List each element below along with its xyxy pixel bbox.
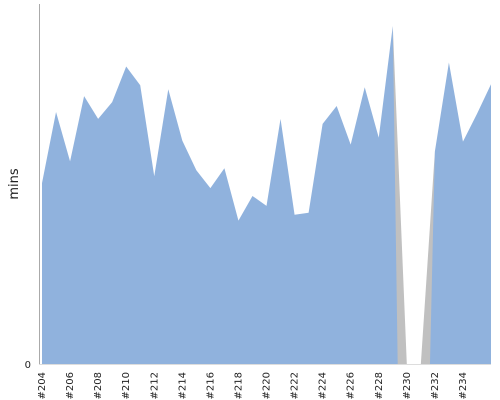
x-tick-label: #220: [262, 372, 273, 399]
x-tick-label: #228: [374, 372, 385, 399]
success-builds-area-0: [42, 25, 398, 365]
x-tick-label: #230: [402, 372, 413, 399]
x-tick-label: #218: [233, 372, 244, 399]
x-tick-label: #232: [430, 372, 441, 399]
x-tick-label: #226: [346, 372, 357, 399]
x-tick-label: #212: [149, 372, 160, 399]
y-axis-title: mins: [7, 168, 22, 200]
x-tick-label: #204: [37, 372, 48, 399]
x-tick-label: #208: [93, 372, 104, 399]
success-builds-area-1: [429, 62, 491, 365]
y-tick-label-0: 0: [25, 360, 31, 371]
x-tick-label: #214: [177, 372, 188, 399]
x-tick-label: #234: [458, 372, 469, 399]
x-tick-labels: #204 #206 #208 #210 #212 #214 #216 #218 #220 #222…: [37, 372, 469, 399]
x-tick-label: #210: [121, 372, 132, 399]
failed-builds-area: [392, 25, 435, 365]
x-tick-label: #216: [205, 372, 216, 399]
x-tick-label: #224: [318, 372, 329, 399]
x-tick-label: #222: [290, 372, 301, 399]
x-tick-label: #206: [65, 372, 76, 399]
area-layer: [42, 25, 491, 365]
